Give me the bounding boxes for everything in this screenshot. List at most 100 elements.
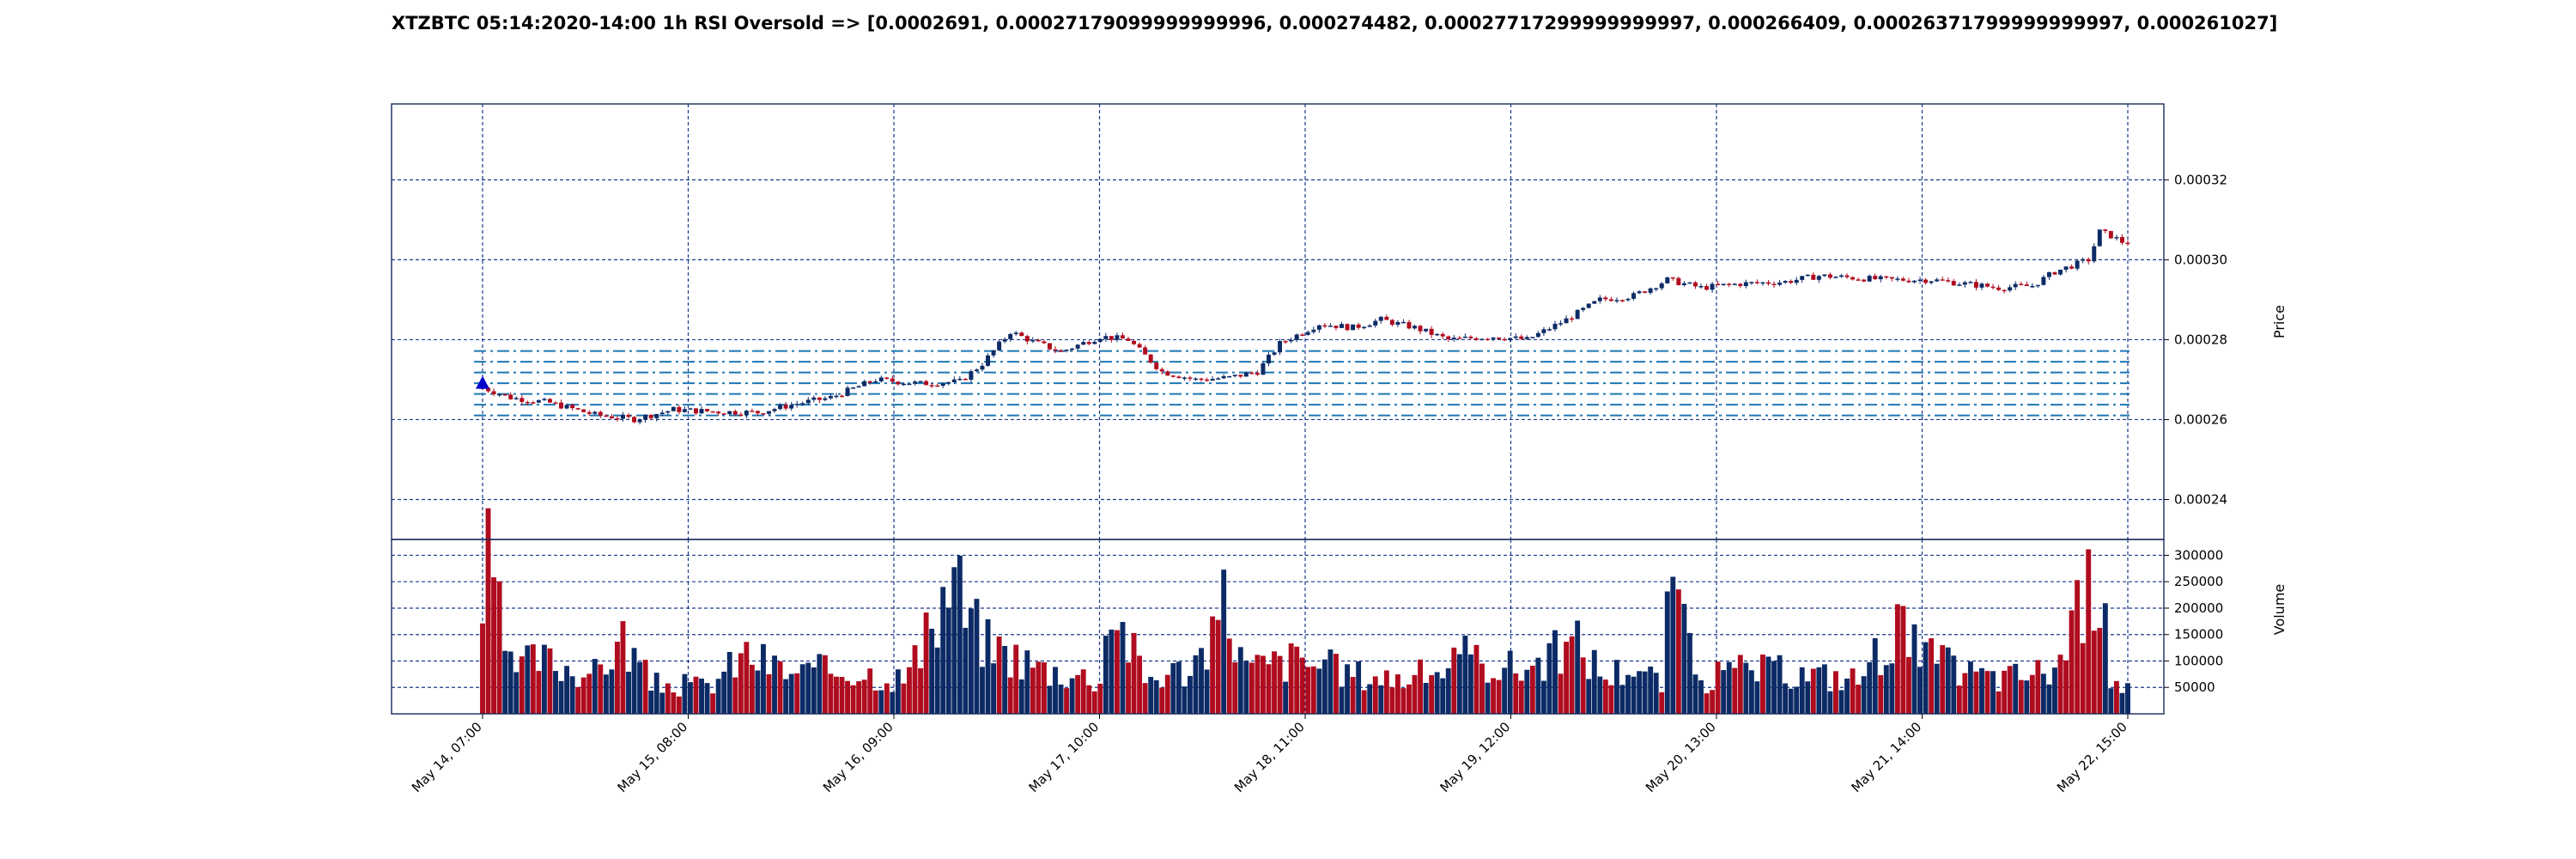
volume-bar bbox=[1053, 667, 1058, 714]
volume-bar bbox=[1164, 674, 1170, 714]
candle-body bbox=[1199, 378, 1204, 381]
candle-body bbox=[519, 398, 525, 402]
candle-body bbox=[1395, 321, 1400, 326]
candle-body bbox=[677, 406, 682, 412]
volume-bar bbox=[1889, 663, 1895, 714]
candle-body bbox=[575, 408, 580, 410]
candle-body bbox=[1024, 336, 1030, 342]
candle-body bbox=[1648, 288, 1653, 293]
candle-body bbox=[2086, 259, 2091, 262]
candle-body bbox=[1267, 354, 1271, 364]
volume-bar bbox=[1765, 656, 1771, 714]
volume-bar bbox=[2024, 680, 2030, 714]
candle-body bbox=[1418, 326, 1423, 332]
candle-body bbox=[620, 415, 625, 419]
candle-body bbox=[1036, 339, 1041, 342]
candle-body bbox=[884, 377, 890, 379]
volume-bar bbox=[1996, 691, 2002, 714]
candle-body bbox=[1473, 338, 1479, 340]
candle-body bbox=[1081, 342, 1086, 345]
candle-body bbox=[1075, 344, 1080, 349]
volume-bar bbox=[1726, 661, 1732, 714]
volume-bar bbox=[2063, 660, 2069, 714]
volume-bars bbox=[480, 508, 2130, 714]
volume-bar bbox=[1142, 683, 1148, 714]
volume-bar bbox=[755, 670, 761, 714]
candle-body bbox=[547, 399, 552, 403]
candle-body bbox=[2002, 289, 2007, 292]
candle-body bbox=[1519, 336, 1524, 339]
candle-body bbox=[1143, 347, 1148, 355]
candle-body bbox=[1451, 338, 1456, 339]
candle-body bbox=[592, 411, 598, 414]
candle-body bbox=[963, 378, 968, 381]
x-tick-label: May 19, 12:00 bbox=[1437, 719, 1513, 795]
candle-body bbox=[1126, 338, 1131, 341]
candle-body bbox=[1013, 332, 1018, 334]
volume-bar bbox=[934, 647, 940, 714]
candle-body bbox=[559, 402, 564, 409]
volume-bar bbox=[1479, 663, 1485, 714]
candle-body bbox=[1654, 288, 1659, 290]
volume-bar bbox=[614, 642, 620, 714]
volume-bar bbox=[1080, 669, 1086, 714]
volume-bar bbox=[1310, 666, 1316, 714]
candle-body bbox=[525, 401, 530, 404]
candle-body bbox=[1148, 354, 1153, 363]
candle-body bbox=[1608, 299, 1613, 302]
volume-bar bbox=[1327, 649, 1334, 714]
volume-bar bbox=[1608, 685, 1614, 714]
candle-body bbox=[1497, 337, 1502, 339]
candle-body bbox=[2081, 259, 2086, 261]
volume-bar bbox=[834, 676, 839, 714]
candle-body bbox=[1637, 291, 1642, 294]
candle-body bbox=[1362, 326, 1367, 329]
volume-bar bbox=[1305, 667, 1311, 714]
candle-body bbox=[1979, 283, 1984, 288]
volume-bar bbox=[1850, 668, 1856, 714]
candle-body bbox=[783, 405, 788, 409]
volume-bar bbox=[1698, 680, 1704, 714]
volume-bar bbox=[1704, 693, 1710, 714]
candle-body bbox=[1243, 372, 1249, 377]
candle-body bbox=[1294, 334, 1299, 340]
volume-bar bbox=[856, 681, 862, 714]
candle-body bbox=[1159, 369, 1164, 372]
candle-body bbox=[856, 386, 861, 388]
candle-body bbox=[789, 405, 794, 409]
candle-body bbox=[531, 402, 536, 404]
candle-body bbox=[1749, 282, 1754, 283]
volume-bar bbox=[648, 690, 654, 714]
candle-body bbox=[1856, 279, 1861, 281]
candle-body bbox=[1592, 301, 1597, 304]
volume-bar bbox=[671, 692, 677, 714]
candle-body bbox=[1552, 323, 1558, 330]
volume-bar bbox=[1552, 630, 1558, 714]
candle-body bbox=[862, 381, 867, 387]
volume-bar bbox=[642, 660, 648, 714]
candle-body bbox=[2075, 260, 2080, 269]
candle-body bbox=[1165, 371, 1170, 376]
candle-body bbox=[665, 411, 671, 413]
volume-bar bbox=[519, 656, 525, 714]
candle-body bbox=[609, 416, 614, 419]
candle-body bbox=[1862, 279, 1867, 282]
volume-bar bbox=[940, 587, 946, 714]
volume-bar bbox=[1434, 672, 1440, 714]
volume-bar bbox=[1109, 629, 1115, 714]
volume-bar bbox=[1675, 589, 1681, 714]
volume-bar bbox=[1462, 636, 1468, 714]
candle-body bbox=[2008, 287, 2013, 291]
volume-bar bbox=[1586, 679, 1592, 714]
candle-body bbox=[1485, 338, 1491, 341]
volume-bar bbox=[817, 654, 823, 714]
candle-body bbox=[2119, 236, 2124, 243]
candle-body bbox=[946, 381, 951, 384]
candle-body bbox=[873, 381, 878, 383]
candle-body bbox=[542, 399, 547, 400]
price-axis-label: Price bbox=[2271, 305, 2287, 338]
candle-body bbox=[497, 393, 502, 396]
candle-body bbox=[755, 411, 760, 414]
candle-body bbox=[969, 371, 974, 381]
candle-body bbox=[834, 395, 839, 398]
